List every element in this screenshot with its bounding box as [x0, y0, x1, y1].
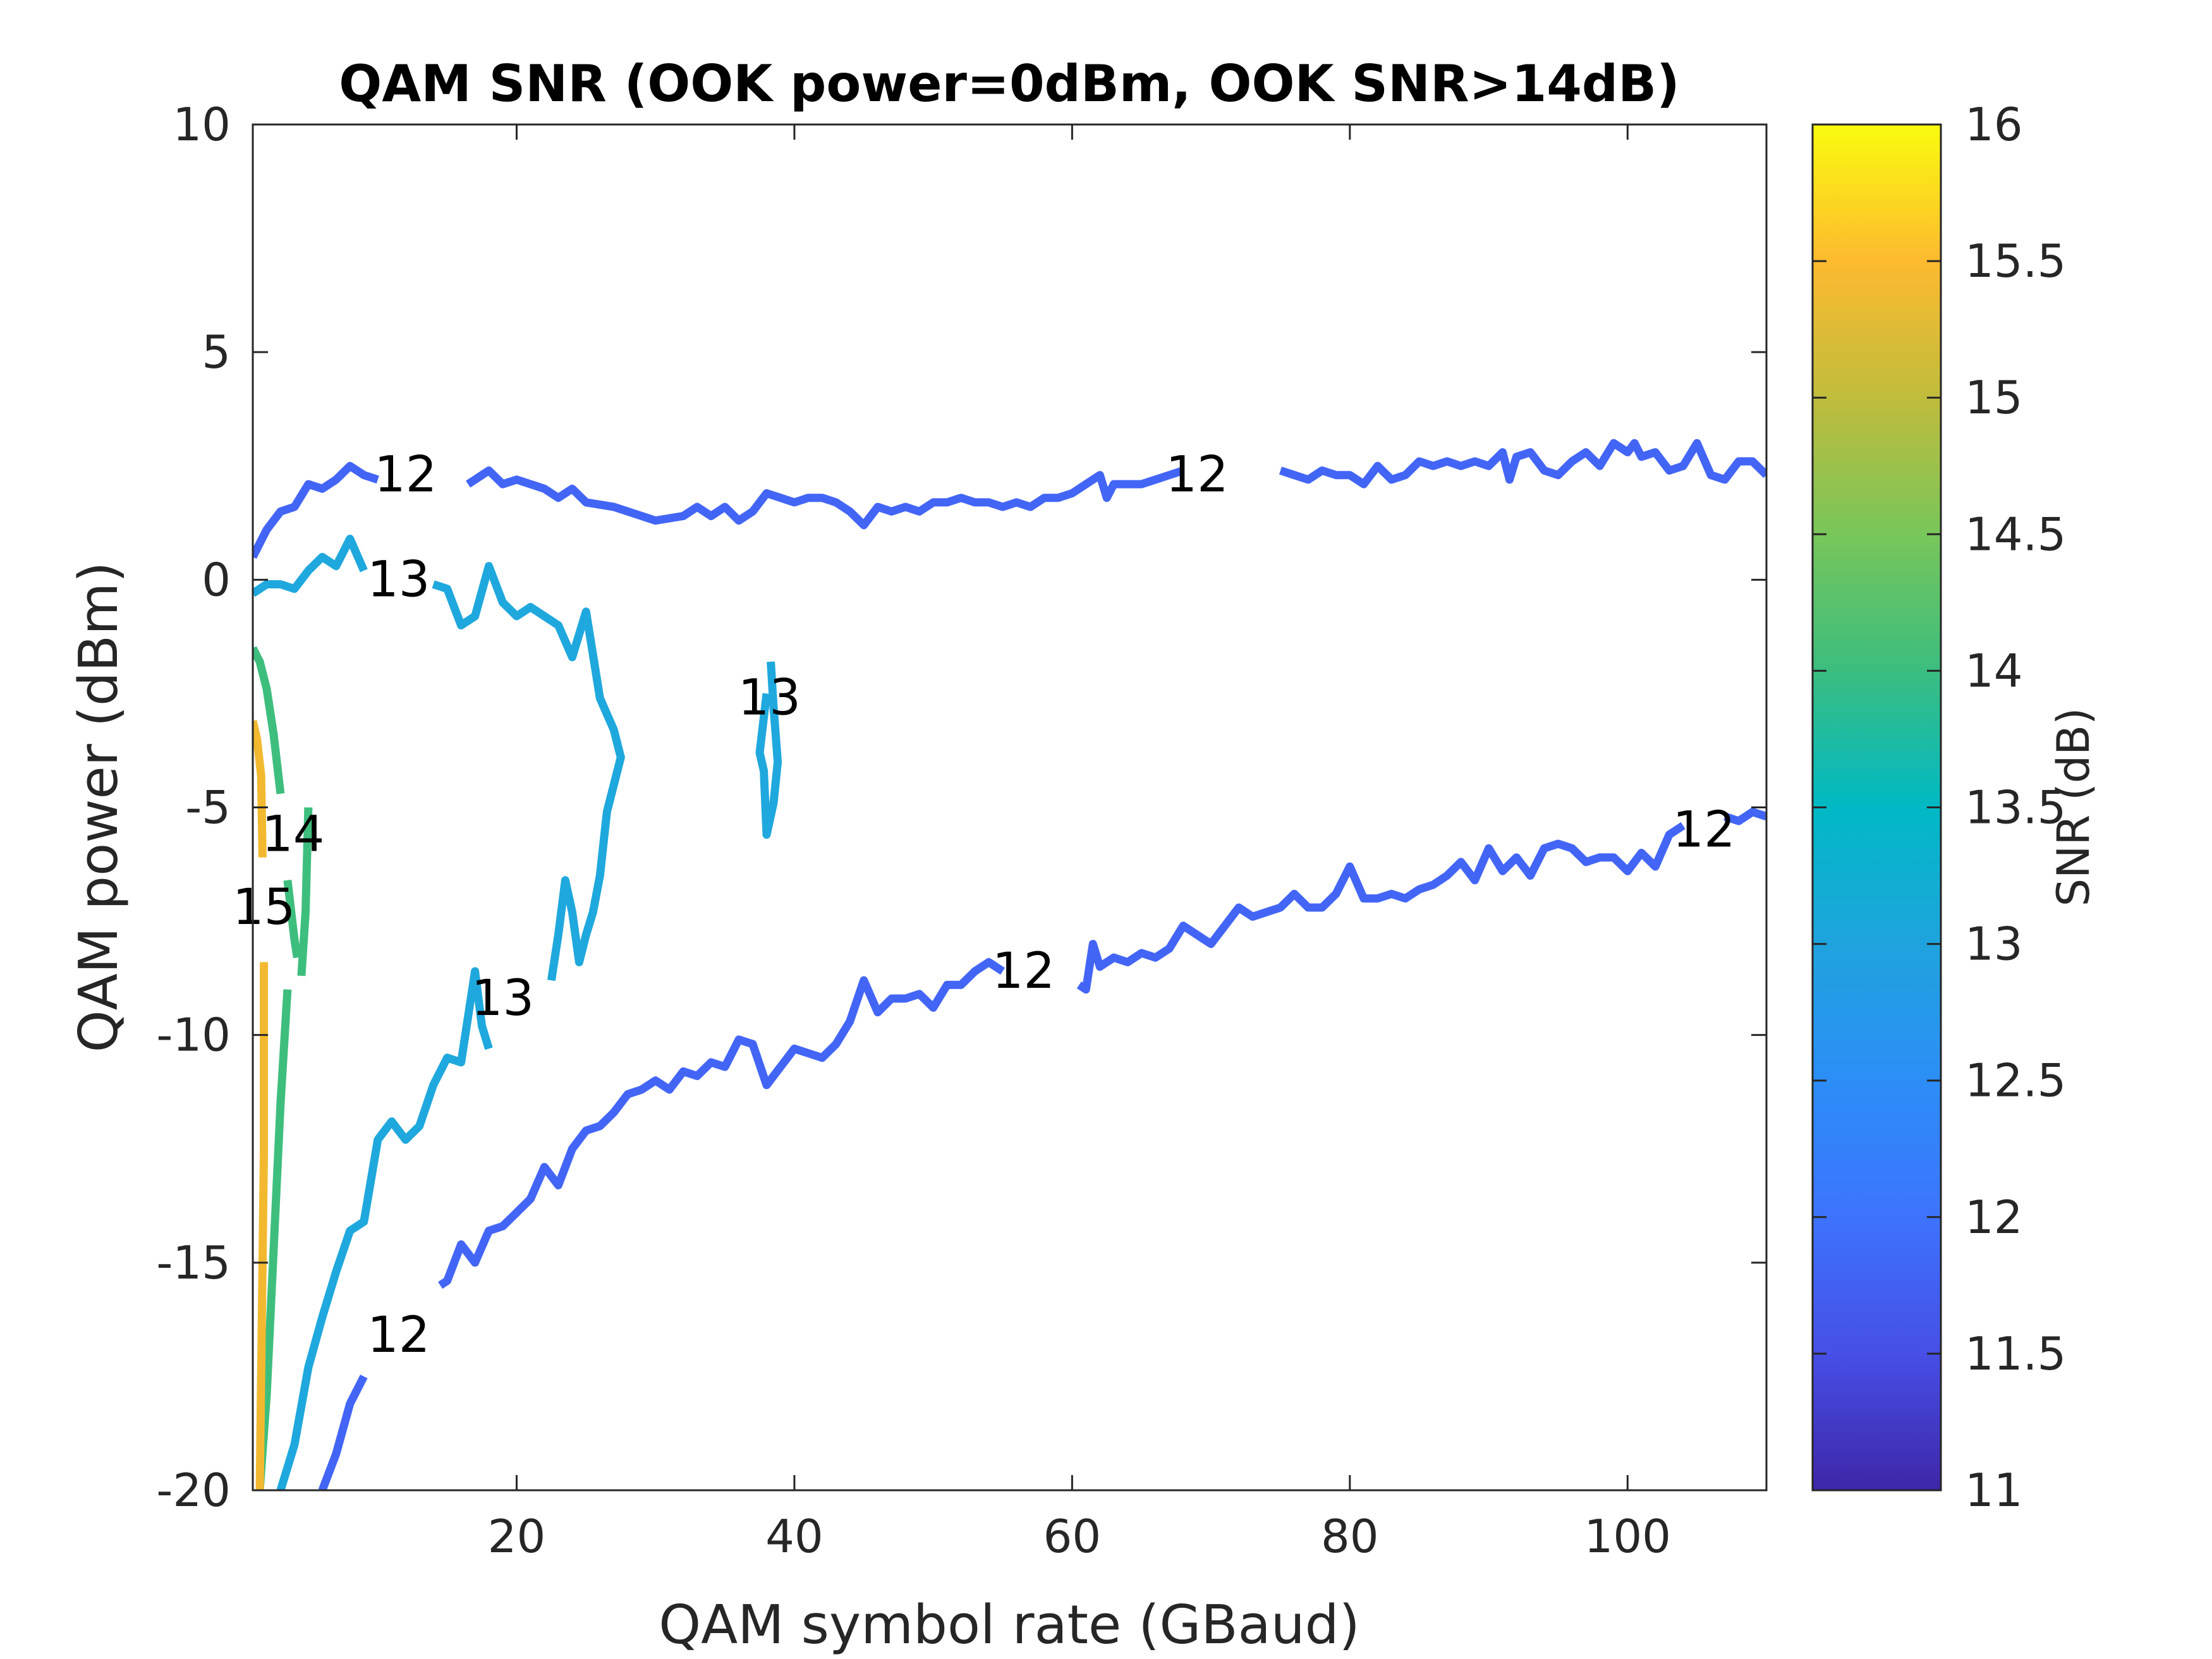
y-tick-label: 5 [202, 325, 231, 379]
chart-title: QAM SNR (OOK power=0dBm, OOK SNR>14dB) [339, 54, 1679, 113]
contour-label-15-0: 15 [233, 879, 295, 936]
contour-label-13-2: 13 [738, 670, 801, 727]
x-axis-label: QAM symbol rate (GBaud) [659, 1594, 1359, 1656]
contour-12-segment-0 [253, 461, 379, 559]
y-tick-label: -5 [185, 781, 231, 834]
colorbar-label: SNR (dB) [2048, 708, 2100, 907]
plot-area [252, 123, 1768, 1492]
y-tick-label: -15 [156, 1236, 231, 1289]
y-tick-label: 10 [173, 98, 231, 151]
x-tick-label: 20 [488, 1510, 546, 1563]
contour-label-12-3: 12 [992, 943, 1055, 1000]
contour-12-segment-3 [318, 1374, 368, 1490]
colorbar-tick-label: 13 [1965, 918, 2023, 971]
contour-12-segment-4 [438, 957, 1006, 1289]
contour-label-13-0: 13 [367, 551, 430, 608]
x-tick-label: 60 [1043, 1510, 1102, 1563]
colorbar-tick-label: 14.5 [1965, 507, 2066, 561]
colorbar-tick-label: 15.5 [1965, 234, 2066, 288]
x-tick-label: 40 [765, 1510, 823, 1563]
contour-14-segment-1 [283, 880, 301, 959]
contour-13-segment-2 [276, 967, 493, 1490]
contour-label-12-2: 12 [367, 1307, 430, 1364]
y-axis: 10 5 0 -5 -10 -15 -20 [156, 98, 1766, 1517]
x-tick-label: 100 [1584, 1510, 1671, 1563]
contour-label-12-0: 12 [374, 447, 437, 504]
colorbar-tick-label: 13.5 [1965, 781, 2066, 834]
x-axis: 20 40 60 80 100 [488, 125, 1671, 1563]
contour-label-14-0: 14 [262, 806, 324, 863]
contour-label-12-1: 12 [1165, 447, 1228, 504]
contour-12-segment-5 [1076, 822, 1686, 994]
contour-13-segment-0 [253, 535, 368, 597]
colorbar-tick-label: 11 [1965, 1464, 2023, 1517]
colorbar-tick-label: 12 [1965, 1191, 2023, 1244]
colorbar-tick-label: 11.5 [1965, 1327, 2066, 1380]
y-tick-label: 0 [202, 553, 231, 606]
contour-14-segment-2 [297, 807, 313, 976]
contour-lines [253, 439, 1766, 1490]
y-axis-label: QAM power (dBm) [68, 562, 130, 1053]
colorbar-tick-label: 16 [1965, 98, 2023, 151]
contour-label-12-4: 12 [1672, 802, 1735, 859]
contour-12-segment-1 [466, 466, 1185, 530]
contour-12-segment-6 [1723, 808, 1766, 825]
y-tick-label: -10 [156, 1009, 231, 1062]
contour-13-segment-3 [755, 661, 782, 839]
contour-15-segment-1 [255, 962, 269, 1490]
contour-labels: 12 12 12 12 12 13 13 13 14 15 [233, 447, 1735, 1364]
contour-15-segment-0 [253, 720, 267, 858]
contour-13-segment-1 [432, 562, 625, 981]
colorbar-ticks: 16 15.5 15 14.5 14 13.5 13 12.5 12 11.5 11 [1813, 98, 2066, 1517]
contour-12-segment-2 [1279, 439, 1766, 489]
colorbar-tick-label: 14 [1965, 644, 2023, 697]
contour-14-segment-0 [253, 646, 285, 794]
y-tick-label: -20 [156, 1464, 231, 1517]
contour-label-13-1: 13 [471, 970, 534, 1027]
colorbar [1811, 123, 1942, 1492]
colorbar-tick-label: 15 [1965, 371, 2023, 424]
x-tick-label: 80 [1321, 1510, 1379, 1563]
colorbar-tick-label: 12.5 [1965, 1054, 2066, 1107]
